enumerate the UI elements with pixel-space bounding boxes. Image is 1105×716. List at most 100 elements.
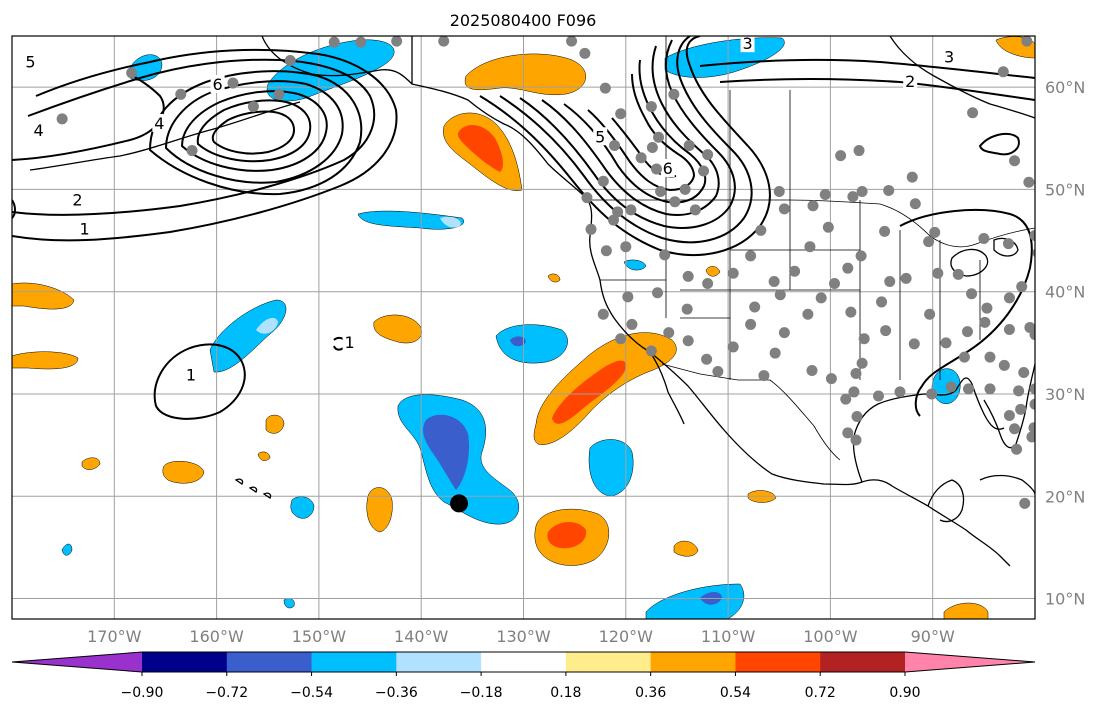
- hudson-bay: [889, 36, 1035, 119]
- colorbar-tick-label: −0.54: [290, 685, 333, 701]
- station-dot: [984, 351, 996, 363]
- contour-label: 4: [34, 121, 44, 140]
- station-dot: [702, 149, 714, 161]
- station-dot: [615, 333, 627, 345]
- station-dot: [1032, 248, 1035, 258]
- station-dot: [284, 55, 296, 67]
- station-dot: [655, 185, 667, 197]
- contour-label: 2: [72, 191, 82, 210]
- station-dot: [840, 393, 852, 405]
- lat-tick-label: 30°N: [1045, 385, 1085, 404]
- station-dot: [884, 275, 896, 287]
- station-dot: [856, 185, 868, 197]
- station-dot: [979, 316, 991, 328]
- contour-label-bg: [70, 190, 85, 209]
- station-dot: [328, 36, 340, 48]
- contour-label-bg: [593, 127, 608, 146]
- colorbar-bin: [650, 652, 736, 672]
- shade-blue-small-a: [290, 496, 315, 519]
- station-dot: [247, 101, 259, 113]
- colorbar-tick-label: 0.36: [635, 685, 666, 701]
- contour-label: 4: [154, 114, 164, 133]
- station-dot: [1011, 443, 1023, 455]
- shade-blue-south-mid: [588, 439, 634, 497]
- station-dot: [906, 171, 918, 183]
- station-dot: [855, 250, 867, 262]
- contour-label-bg: [210, 75, 225, 94]
- colorbar-bin: [142, 652, 228, 672]
- station-dot: [900, 272, 912, 284]
- latitude-labels: 10°N 20°N 30°N 40°N 50°N 60°N: [1045, 78, 1085, 608]
- station-dot: [659, 249, 671, 261]
- station-dot: [1003, 324, 1015, 336]
- station-dot: [845, 306, 857, 318]
- yucatan: [927, 479, 965, 523]
- station-dot: [1003, 409, 1015, 421]
- north-america-coast: [411, 36, 1011, 567]
- station-dot: [978, 233, 990, 245]
- map-area: 1 1 2 4 4 6 5 5 6 3 3 2 1: [12, 36, 1035, 619]
- station-dot: [802, 308, 814, 320]
- station-dot: [807, 200, 819, 212]
- east-coast: [1025, 363, 1035, 409]
- station-dot: [850, 368, 862, 380]
- colorbar-tick-label: 0.54: [720, 685, 751, 701]
- colorbar-bin: [396, 652, 482, 672]
- station-dot: [883, 184, 895, 196]
- station-dot: [858, 333, 870, 345]
- contour-label-bg: [740, 36, 755, 53]
- shade-darkblue-main: [423, 414, 470, 490]
- lon-tick-label: 110°W: [701, 627, 756, 646]
- shaded-anomaly-fields: [12, 36, 1035, 619]
- station-dot: [769, 347, 781, 359]
- station-dot: [227, 77, 239, 89]
- station-dot: [681, 303, 693, 315]
- lon-tick-label: 130°W: [496, 627, 551, 646]
- colorbar-tick-label: −0.18: [460, 685, 503, 701]
- aleutian-islands: [29, 101, 301, 171]
- station-dot: [932, 267, 944, 279]
- station-dot: [608, 214, 620, 226]
- lat-tick-label: 10°N: [1045, 590, 1085, 609]
- canada-provinces: [411, 36, 791, 200]
- station-dot: [566, 36, 578, 47]
- station-dot: [923, 236, 935, 248]
- station-dot: [835, 150, 847, 162]
- station-dot: [967, 107, 979, 119]
- colorbar-tick-label: −0.90: [121, 685, 164, 701]
- station-dot: [579, 47, 591, 59]
- contour-label: 6: [213, 75, 223, 94]
- station-dot: [679, 183, 691, 195]
- station-dot: [819, 189, 831, 201]
- station-dot: [391, 36, 403, 47]
- station-dot: [1009, 155, 1021, 167]
- shade-orange-tiny-h: [705, 266, 721, 277]
- station-dot: [804, 241, 816, 253]
- station-dot: [958, 351, 970, 363]
- station-dot: [625, 204, 637, 216]
- great-lakes: [950, 237, 1019, 277]
- gulf-of-mexico-coast: [852, 377, 1005, 483]
- hawaii-islands: [234, 478, 272, 499]
- station-dot: [850, 434, 862, 446]
- station-dot: [599, 82, 611, 94]
- contour-label: 6: [663, 159, 673, 178]
- station-dot: [701, 353, 713, 365]
- shade-blue-hawaii-north: [209, 299, 287, 373]
- station-dot: [1019, 497, 1031, 509]
- contours-east-misc: [153, 58, 1035, 420]
- contour-label-bg: [342, 332, 357, 351]
- station-dot: [825, 373, 837, 385]
- station-dot: [894, 386, 906, 398]
- station-dot: [966, 288, 978, 300]
- station-dot: [597, 308, 609, 320]
- station-dot: [822, 221, 834, 233]
- lat-tick-label: 50°N: [1045, 180, 1085, 199]
- station-dot: [952, 268, 964, 280]
- station-dot: [774, 289, 786, 301]
- contour-label: 5: [25, 53, 35, 72]
- station-dot: [998, 359, 1010, 371]
- shade-blue-small-d: [623, 259, 647, 271]
- lat-tick-label: 40°N: [1045, 283, 1085, 302]
- station-dot: [940, 337, 952, 349]
